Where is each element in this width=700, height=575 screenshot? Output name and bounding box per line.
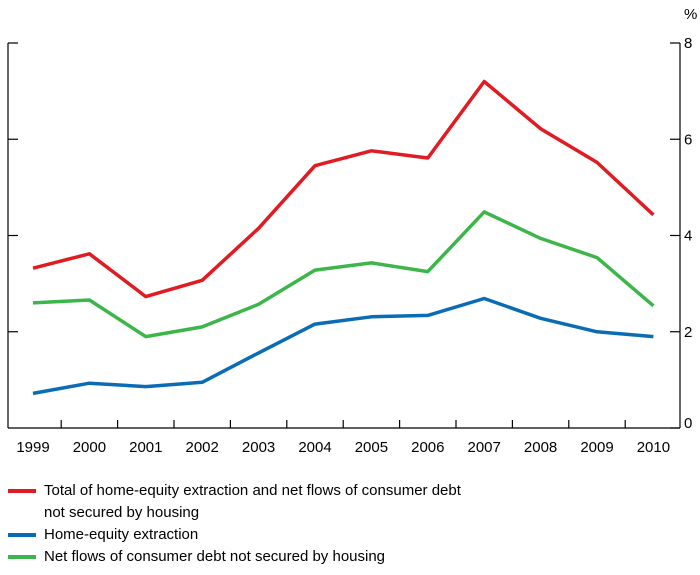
x-tick-label: 2007 xyxy=(468,439,501,456)
legend-swatch-total xyxy=(8,489,36,493)
y-tick-label: 0 xyxy=(684,415,692,432)
axes xyxy=(7,43,681,429)
y-tick-label: 4 xyxy=(684,228,692,245)
legend-swatch-consumer-debt xyxy=(8,555,36,559)
legend-swatch-home-equity xyxy=(8,533,36,537)
x-tick-label: 2009 xyxy=(580,439,613,456)
x-tick-label: 2008 xyxy=(524,439,557,456)
x-tick-label: 2005 xyxy=(355,439,388,456)
legend-item-total: Total of home-equity extraction and net … xyxy=(8,480,461,524)
series-line-total xyxy=(32,79,655,299)
series-line-home-equity xyxy=(32,296,654,396)
y-ticks: 0 2 4 6 8 xyxy=(8,35,692,432)
x-tick-label: 2010 xyxy=(637,439,670,456)
x-tick-label: 2003 xyxy=(242,439,275,456)
legend-item-consumer-debt: Net flows of consumer debt not secured b… xyxy=(8,546,461,568)
x-ticks: 1999 2000 2001 2002 2003 2004 2005 2006 2007 2008… xyxy=(16,420,670,456)
legend-label-home-equity: Home-equity extraction xyxy=(44,526,199,543)
series-line-consumer-debt xyxy=(32,210,655,339)
y-unit-label: % xyxy=(684,6,697,23)
legend: Total of home-equity extraction and net … xyxy=(8,480,461,568)
x-tick-label: 2001 xyxy=(129,439,162,456)
y-tick-label: 6 xyxy=(684,131,692,148)
line-chart: 0 2 4 6 8 1999 2000 2001 2002 2003 2004 2005 2006 20… xyxy=(7,6,697,456)
x-tick-label: 2000 xyxy=(73,439,106,456)
x-tick-label: 2002 xyxy=(186,439,219,456)
series-lines xyxy=(32,79,655,396)
legend-item-home-equity: Home-equity extraction xyxy=(8,524,461,546)
y-tick-label: 2 xyxy=(684,324,692,341)
legend-label-consumer-debt: Net flows of consumer debt not secured b… xyxy=(44,548,386,565)
legend-label-total: Total of home-equity extraction and net … xyxy=(44,482,461,521)
x-tick-label: 1999 xyxy=(16,439,49,456)
y-tick-label: 8 xyxy=(684,35,692,52)
x-tick-label: 2006 xyxy=(411,439,444,456)
x-tick-label: 2004 xyxy=(298,439,331,456)
